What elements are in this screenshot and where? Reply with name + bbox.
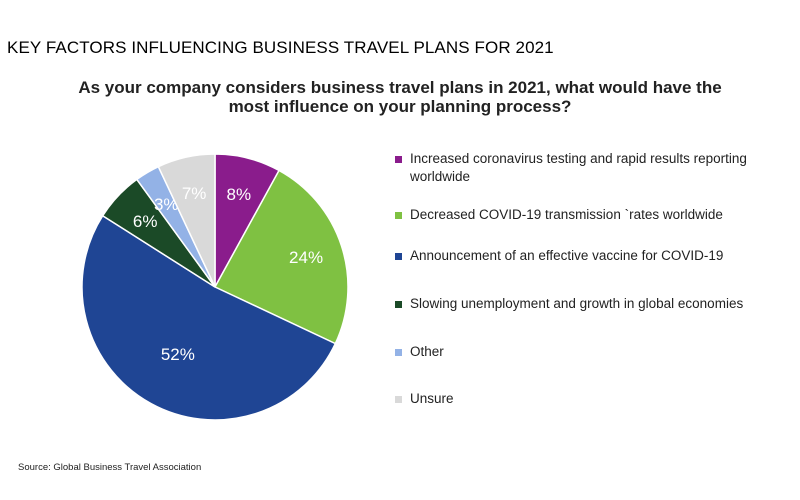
pie-slice-label-0: 8%: [227, 185, 252, 204]
pie-slice-5: [157, 153, 216, 288]
legend-label-1: Decreased COVID-19 transmission `rates w…: [410, 207, 723, 222]
legend-item-3: Slowing unemployment and growth in globa…: [395, 295, 795, 313]
legend-label-5: Unsure: [410, 391, 454, 406]
legend-item-0: Increased coronavirus testing and rapid …: [395, 150, 795, 186]
legend-label-3: Slowing unemployment and growth in globa…: [410, 296, 744, 311]
headline: KEY FACTORS INFLUENCING BUSINESS TRAVEL …: [7, 38, 554, 57]
pie-slice-1: [213, 169, 349, 345]
pie-slice-label-5: 7%: [182, 184, 207, 203]
pie-slice-label-4: 3%: [154, 195, 179, 214]
legend-swatch-5: [395, 396, 402, 403]
legend-item-4: Other: [395, 343, 795, 361]
legend-item-1: Decreased COVID-19 transmission `rates w…: [395, 206, 795, 224]
legend-item-5: Unsure: [395, 390, 795, 408]
pie-slice-label-1: 24%: [289, 248, 323, 267]
chart-question: As your company considers business trave…: [0, 78, 800, 116]
legend-swatch-0: [395, 156, 402, 163]
legend-swatch-3: [395, 301, 402, 308]
pie-slice-label-2: 52%: [161, 345, 195, 364]
source-note: Source: Global Business Travel Associati…: [18, 462, 202, 473]
chart-question-line-2: most influence on your planning process?: [228, 97, 572, 116]
pie-slice-label-3: 6%: [133, 212, 158, 231]
legend-item-2: Announcement of an effective vaccine for…: [395, 247, 795, 265]
legend-swatch-4: [395, 349, 402, 356]
legend-label-4: Other: [410, 344, 444, 359]
pie-slice-2: [81, 214, 337, 421]
legend-label-2: Announcement of an effective vaccine for…: [410, 248, 724, 263]
legend-swatch-2: [395, 253, 402, 260]
chart-question-line-1: As your company considers business trave…: [78, 78, 722, 97]
legend-label-0: Increased coronavirus testing and rapid …: [410, 151, 747, 184]
legend-swatch-1: [395, 212, 402, 219]
